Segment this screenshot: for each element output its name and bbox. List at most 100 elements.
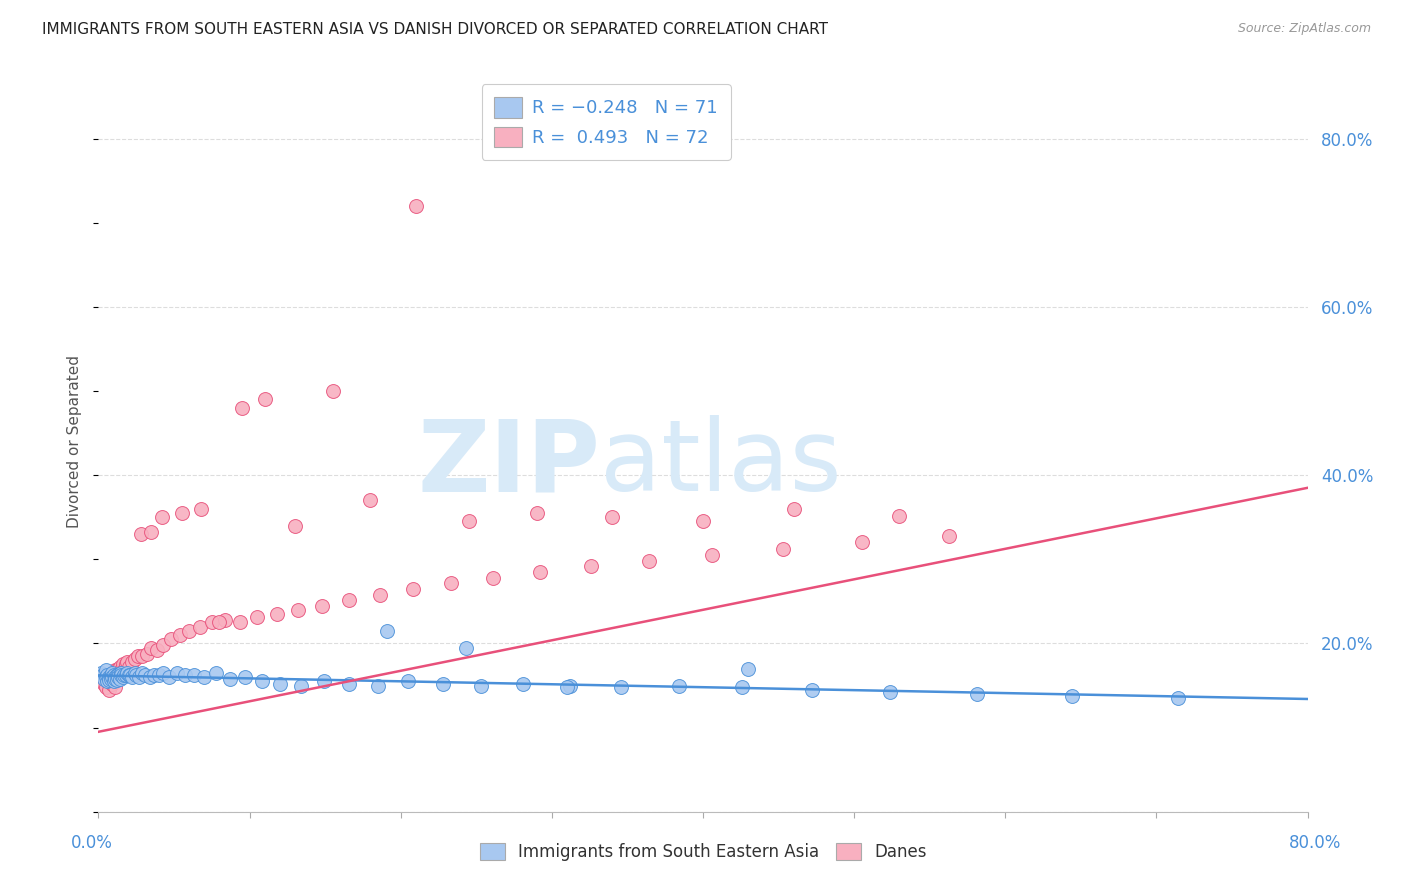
Point	[148, 668, 170, 682]
Point	[700, 548, 723, 562]
Point	[205, 665, 228, 680]
Point	[108, 660, 131, 674]
Point	[173, 668, 195, 682]
Point	[579, 559, 602, 574]
Point	[124, 665, 146, 680]
Point	[266, 607, 288, 621]
Point	[193, 670, 215, 684]
Point	[94, 670, 117, 684]
Point	[121, 670, 143, 684]
Point	[100, 668, 122, 682]
Text: IMMIGRANTS FROM SOUTH EASTERN ASIA VS DANISH DIVORCED OR SEPARATED CORRELATION C: IMMIGRANTS FROM SOUTH EASTERN ASIA VS DA…	[42, 22, 828, 37]
Point	[879, 685, 901, 699]
Point	[312, 674, 335, 689]
Point	[159, 670, 181, 684]
Point	[246, 609, 269, 624]
Point	[98, 682, 121, 697]
Point	[529, 565, 551, 579]
Point	[131, 649, 153, 664]
Point	[104, 680, 127, 694]
Point	[405, 199, 427, 213]
Point	[731, 680, 754, 694]
Point	[219, 672, 242, 686]
Text: atlas: atlas	[600, 416, 842, 512]
Point	[208, 615, 231, 630]
Point	[692, 515, 714, 529]
Point	[322, 384, 344, 398]
Point	[91, 674, 114, 689]
Point	[135, 647, 157, 661]
Legend: R = −0.248   N = 71, R =  0.493   N = 72: R = −0.248 N = 71, R = 0.493 N = 72	[482, 84, 731, 160]
Point	[110, 668, 132, 682]
Point	[118, 660, 141, 674]
Text: ZIP: ZIP	[418, 416, 600, 512]
Point	[152, 665, 174, 680]
Point	[367, 679, 389, 693]
Point	[214, 613, 236, 627]
Point	[115, 655, 138, 669]
Point	[470, 679, 492, 693]
Point	[93, 677, 115, 691]
Point	[851, 535, 873, 549]
Point	[94, 670, 117, 684]
Point	[111, 657, 134, 672]
Point	[668, 679, 690, 693]
Point	[105, 673, 128, 687]
Point	[231, 401, 253, 415]
Point	[114, 668, 136, 682]
Point	[104, 670, 127, 684]
Point	[311, 599, 333, 613]
Point	[637, 554, 659, 568]
Point	[96, 674, 118, 689]
Point	[103, 674, 125, 689]
Point	[375, 624, 398, 638]
Point	[111, 670, 134, 684]
Point	[229, 615, 252, 630]
Point	[104, 664, 127, 678]
Point	[337, 592, 360, 607]
Point	[402, 582, 425, 596]
Point	[284, 518, 307, 533]
Point	[101, 670, 124, 684]
Point	[134, 668, 156, 682]
Point	[143, 667, 166, 681]
Point	[287, 603, 309, 617]
Point	[101, 677, 124, 691]
Point	[100, 670, 122, 684]
Point	[110, 664, 132, 678]
Point	[141, 640, 163, 655]
Point	[105, 668, 128, 682]
Point	[93, 672, 115, 686]
Point	[124, 651, 146, 665]
Point	[120, 667, 142, 681]
Point	[91, 668, 114, 682]
Point	[104, 672, 127, 686]
Point	[100, 672, 122, 686]
Point	[250, 674, 273, 689]
Point	[889, 508, 911, 523]
Point	[101, 665, 124, 680]
Point	[555, 680, 578, 694]
Point	[800, 682, 823, 697]
Point	[90, 672, 112, 686]
Point	[114, 657, 136, 672]
Point	[96, 667, 118, 681]
Point	[737, 662, 759, 676]
Point	[112, 664, 135, 678]
Point	[183, 667, 205, 681]
Point	[190, 501, 212, 516]
Point	[107, 662, 129, 676]
Point	[103, 672, 125, 686]
Point	[179, 624, 201, 638]
Point	[146, 643, 169, 657]
Point	[966, 687, 988, 701]
Point	[337, 677, 360, 691]
Point	[269, 677, 291, 691]
Point	[188, 619, 211, 633]
Point	[101, 665, 124, 680]
Point	[439, 575, 461, 590]
Point	[98, 673, 121, 687]
Point	[90, 665, 112, 680]
Point	[141, 525, 163, 540]
Point	[169, 628, 191, 642]
